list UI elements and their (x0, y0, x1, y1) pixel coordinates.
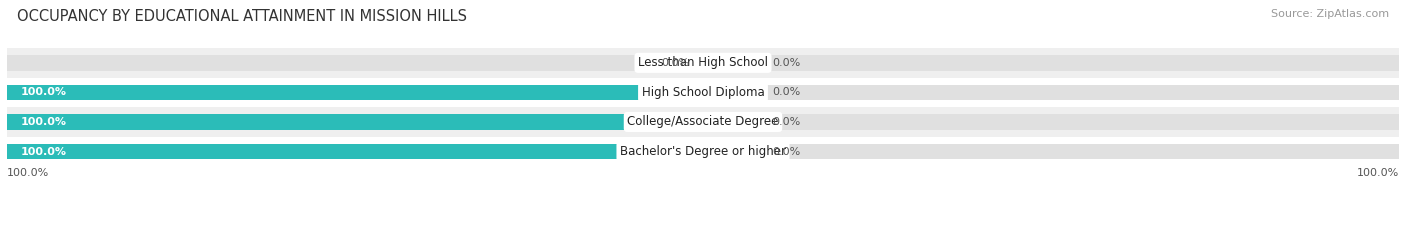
Bar (7, 55, 1399, 71)
Bar (703, 114, 759, 130)
Bar (7, 144, 703, 159)
Text: Source: ZipAtlas.com: Source: ZipAtlas.com (1271, 9, 1389, 19)
Bar (7, 114, 703, 130)
Legend: Owner-occupied, Renter-occupied: Owner-occupied, Renter-occupied (583, 230, 823, 233)
Text: 100.0%: 100.0% (21, 147, 67, 157)
Text: 0.0%: 0.0% (773, 117, 801, 127)
Text: 100.0%: 100.0% (21, 117, 67, 127)
Bar (7, 85, 703, 100)
Bar (7, 85, 1399, 100)
Text: 100.0%: 100.0% (1357, 168, 1399, 178)
Text: 0.0%: 0.0% (773, 147, 801, 157)
Bar (7, 144, 1399, 159)
Text: OCCUPANCY BY EDUCATIONAL ATTAINMENT IN MISSION HILLS: OCCUPANCY BY EDUCATIONAL ATTAINMENT IN M… (17, 9, 467, 24)
Text: 0.0%: 0.0% (773, 58, 801, 68)
Text: High School Diploma: High School Diploma (641, 86, 765, 99)
Text: 0.0%: 0.0% (661, 58, 689, 68)
Bar (703, 144, 759, 159)
Bar (703, 55, 759, 71)
Bar (7, 107, 1399, 137)
Bar (7, 48, 1399, 78)
Bar (7, 137, 1399, 166)
Bar (7, 114, 1399, 130)
Bar (7, 78, 1399, 107)
Text: 100.0%: 100.0% (21, 87, 67, 97)
Text: 0.0%: 0.0% (773, 87, 801, 97)
Text: College/Associate Degree: College/Associate Degree (627, 116, 779, 128)
Text: Bachelor's Degree or higher: Bachelor's Degree or higher (620, 145, 786, 158)
Text: 100.0%: 100.0% (7, 168, 49, 178)
Text: Less than High School: Less than High School (638, 56, 768, 69)
Bar (703, 85, 759, 100)
